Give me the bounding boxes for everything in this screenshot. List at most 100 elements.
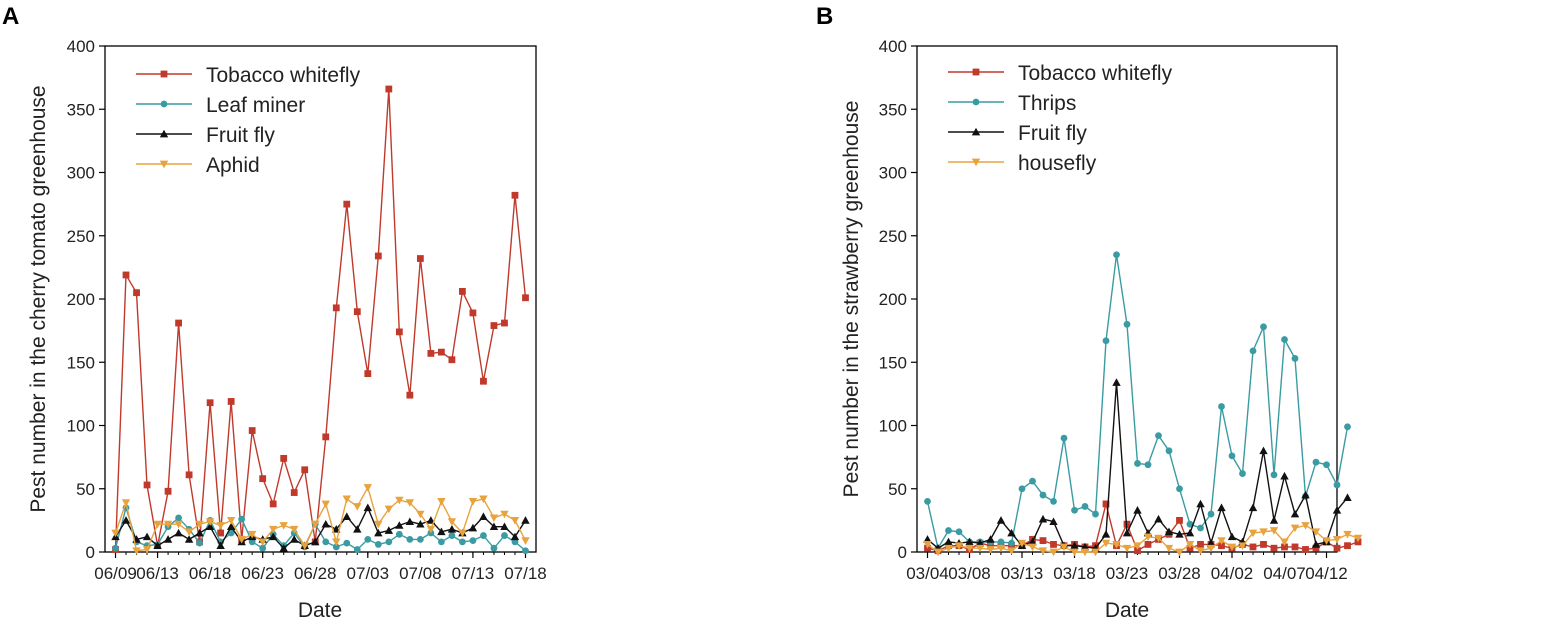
panel-b-series-tobacco-whitefly-point xyxy=(987,542,994,550)
panel-b-y-tick-label: 0 xyxy=(898,543,907,562)
panel-a-series-tobacco-whitefly-point xyxy=(459,288,466,295)
panel-b-series-fruit-fly xyxy=(923,378,1352,552)
panel-a-series-tobacco-whitefly-point xyxy=(416,255,424,262)
panel-b-x-tick-label: 03/13 xyxy=(1001,564,1044,583)
panel-b-series-fruit-fly-point xyxy=(1196,499,1205,508)
panel-b-y-tick-label: 100 xyxy=(879,417,907,436)
panel-b-legend-swatch-marker xyxy=(972,68,980,76)
panel-a-x-tick-label: 07/03 xyxy=(347,564,390,583)
panel-b-legend-swatch-marker xyxy=(971,158,981,167)
panel-a-series-aphid-point xyxy=(258,538,267,547)
panel-a-series-tobacco-whitefly-point xyxy=(175,319,182,327)
panel-a-series-aphid-point xyxy=(195,520,204,529)
panel-b-series-fruit-fly-point xyxy=(1217,503,1226,512)
panel-a-series-tobacco-whitefly-point xyxy=(364,370,372,378)
panel-b-series-thrips-point xyxy=(1102,337,1110,345)
panel-b-series-tobacco-whitefly-point xyxy=(1144,541,1152,548)
panel-a-series-aphid-point xyxy=(111,529,120,538)
panel-b-series-housefly-point xyxy=(1301,522,1310,530)
panel-b-legend-item-fruit-fly: Fruit fly xyxy=(948,122,1087,145)
panel-b-series-housefly-point xyxy=(1217,537,1226,545)
panel-b-y-tick-label: 350 xyxy=(879,100,907,119)
panel-b-series-tobacco-whitefly-point xyxy=(1039,537,1047,545)
panel-b-series-housefly-point xyxy=(1332,535,1342,544)
panel-b-series-thrips-point xyxy=(1249,347,1257,355)
panel-b-series-thrips-point xyxy=(997,538,1005,546)
panel-b-x-axis-title: Date xyxy=(1105,599,1149,622)
panel-a-series-leaf-miner-point xyxy=(332,543,340,551)
panel-a-series-leaf-miner-point xyxy=(480,532,487,539)
panel-a-y-tick-label: 50 xyxy=(76,480,95,499)
panel-a-legend-label: Aphid xyxy=(206,154,260,177)
panel-b-series-housefly-point xyxy=(1101,539,1111,548)
panel-b-series-housefly-point xyxy=(1007,547,1016,555)
panel-b-series-thrips-point xyxy=(1081,503,1089,510)
panel-a-series-leaf-miner-point xyxy=(448,532,456,539)
panel-b-series-tobacco-whitefly-point xyxy=(1302,546,1309,553)
panel-b-series-thrips-point xyxy=(1039,491,1047,499)
panel-b-series-housefly-point xyxy=(1154,534,1163,543)
panel-b-legend-item-tobacco-whitefly: Tobacco whitefly xyxy=(948,62,1173,85)
panel-b-series-fruit-fly-point xyxy=(1206,538,1216,547)
panel-b-legend: Tobacco whitefly Thrips Fruit fly housefly xyxy=(948,62,1173,175)
panel-a-series-fruit-fly-point xyxy=(416,519,425,528)
panel-b-series-housefly-point xyxy=(1248,529,1258,538)
panel-b-series-housefly-point xyxy=(1070,548,1079,557)
panel-a-x-tick-label: 07/13 xyxy=(452,564,495,583)
panel-b-series-housefly-point xyxy=(1059,543,1069,552)
panel-b-series-fruit-fly-point xyxy=(1259,446,1268,455)
panel-b-series-thrips-point xyxy=(924,498,931,505)
panel-a-series-tobacco-whitefly-point xyxy=(280,454,288,462)
panel-b-y-tick-label: 150 xyxy=(879,353,907,372)
panel-a-series-fruit-fly-point xyxy=(437,527,446,536)
panel-a-series-aphid-point xyxy=(226,517,236,525)
panel-a-series-fruit-fly-point xyxy=(447,525,457,533)
panel-b-series-thrips-point xyxy=(1008,539,1015,547)
panel-a-series-tobacco-whitefly-line xyxy=(114,88,527,550)
panel-a-y-tick-label: 300 xyxy=(67,164,95,183)
panel-a-series-leaf-miner-point xyxy=(353,546,361,553)
panel-b-x-tick-label: 03/08 xyxy=(948,564,991,583)
panel-a-legend-swatch-marker xyxy=(160,100,168,108)
panel-a-series-tobacco-whitefly-point xyxy=(374,252,382,260)
panel-b-series-tobacco-whitefly-point xyxy=(1197,541,1204,548)
panel-a-series-tobacco-whitefly-point xyxy=(343,200,351,208)
panel-b-legend-swatch-marker xyxy=(972,98,980,106)
panel-b-series-housefly-point xyxy=(1091,548,1100,557)
panel-b-series-thrips-point xyxy=(1270,471,1278,479)
panel-a-series-fruit-fly-point xyxy=(500,522,509,531)
panel-a-y-tick-label: 150 xyxy=(67,353,95,372)
panel-b-series-housefly-point xyxy=(1038,547,1048,555)
panel-b-series-fruit-fly-point xyxy=(1301,490,1310,499)
panel-a-series-fruit-fly-point xyxy=(121,516,131,524)
panel-b-series-housefly-point xyxy=(1343,530,1352,539)
panel-b-series-housefly-point xyxy=(1049,548,1058,557)
panel-b-series-housefly-point xyxy=(1196,547,1205,555)
panel-b-series-thrips-point xyxy=(1092,510,1099,518)
panel-b-series-housefly-point xyxy=(1080,548,1090,557)
panel-a-legend-label: Fruit fly xyxy=(206,124,275,147)
panel-a-series-aphid-point xyxy=(426,525,436,534)
panel-b-series-fruit-fly-point xyxy=(1280,471,1289,480)
panel-b-series-housefly-point xyxy=(923,541,932,549)
panel-b-series-thrips-point xyxy=(1291,355,1299,362)
panel-a-series-fruit-fly-point xyxy=(510,532,520,541)
panel-a-series-aphid-point xyxy=(174,520,183,529)
panel-b-series-thrips-point xyxy=(1165,447,1173,455)
panel-a-series-tobacco-whitefly-point xyxy=(406,391,414,399)
panel-a-series-leaf-miner-point xyxy=(490,544,498,552)
panel-b-series-thrips-point xyxy=(1071,506,1078,514)
panel-b-series-housefly-point xyxy=(1353,534,1363,543)
panel-a-series-aphid-point xyxy=(468,498,478,506)
panel-a-series-leaf-miner-point xyxy=(469,537,477,545)
panel-b-series-fruit-fly-point xyxy=(1154,514,1163,523)
panel-b-series-housefly-point xyxy=(1280,538,1289,547)
panel-a-series-leaf-miner-point xyxy=(522,547,529,555)
panel-b-series-housefly-point xyxy=(1238,542,1247,550)
panel-a-series-aphid-point xyxy=(142,546,152,554)
panel-b-series-fruit-fly-point xyxy=(1101,530,1111,538)
panel-b-series-housefly-point xyxy=(954,542,964,550)
panel-a-series-aphid-point xyxy=(279,522,288,530)
panel-b-series-housefly-point xyxy=(1017,539,1027,548)
panel-b-series-fruit-fly-point xyxy=(996,516,1006,524)
